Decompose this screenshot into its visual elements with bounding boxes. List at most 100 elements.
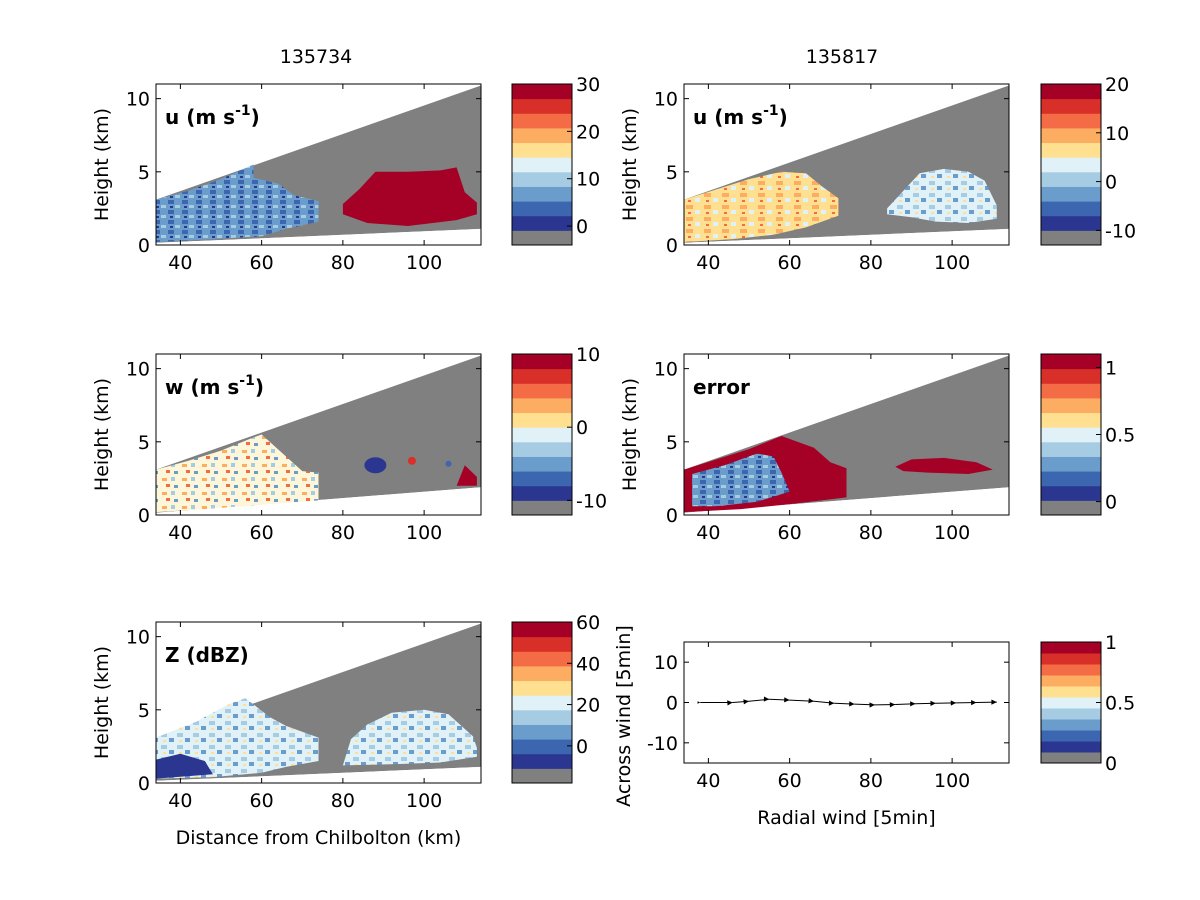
colorbar-swatch <box>512 471 572 487</box>
colorbar-swatch <box>1041 708 1101 720</box>
colorbar-tick-label: 20 <box>576 695 600 717</box>
y-tick-label: 10 <box>126 359 150 381</box>
wind-vector-head <box>763 696 770 702</box>
y-tick-label: 0 <box>666 505 678 527</box>
colorbar-swatch <box>1041 230 1101 246</box>
echo-region-right <box>887 168 997 223</box>
colorbar-swatch <box>1041 127 1101 144</box>
colorbar-swatch <box>1041 215 1101 231</box>
x-tick-label: 40 <box>168 522 192 544</box>
x-tick-label: 80 <box>331 252 355 274</box>
colorbar-swatch <box>512 768 572 784</box>
wind-vector-head <box>784 697 790 703</box>
colorbar-swatch <box>512 127 572 144</box>
axes-frame <box>155 621 482 784</box>
colorbar-swatch <box>512 622 572 638</box>
colorbar-swatch <box>512 397 572 414</box>
colorbar-tick-label: 0.5 <box>1105 693 1135 715</box>
colorbar-swatch <box>1041 471 1101 487</box>
colorbar-tick-label: 0 <box>576 216 588 238</box>
wind-vector-head <box>727 700 733 706</box>
colorbar-swatch <box>1041 397 1101 414</box>
x-tick-label: 100 <box>406 790 442 812</box>
x-tick-label: 60 <box>778 252 802 274</box>
colorbar-swatch <box>1041 441 1101 457</box>
colorbar-swatch <box>512 157 572 173</box>
colorbar-swatch <box>1041 383 1101 399</box>
y-tick-label: 5 <box>666 432 678 454</box>
colorbar-tick-label: 20 <box>576 121 600 143</box>
wind-vector-head <box>971 699 977 706</box>
y-tick-label: 10 <box>654 359 678 381</box>
colorbar-tick-label: 40 <box>576 653 600 675</box>
x-tick-label: 40 <box>696 252 720 274</box>
colorbar-swatch <box>512 485 572 501</box>
x-tick-label: 100 <box>934 770 970 792</box>
x-tick-label: 80 <box>331 522 355 544</box>
x-tick-label: 80 <box>331 790 355 812</box>
colorbar-tick-label: 0 <box>1105 172 1117 194</box>
colorbar-swatch <box>512 739 572 755</box>
colorbar-tick-label: 0 <box>1105 753 1117 775</box>
below-beam-mask <box>156 487 481 515</box>
wind-vector-head <box>808 698 814 704</box>
colorbar-frame <box>1040 83 1102 246</box>
panel-error-right: 40 60 80 100 0 5 10 Height (km) error 1 0.5 0 <box>619 353 1135 544</box>
y-axis-label: Across wind [5min] <box>613 625 635 807</box>
wind-vector-head <box>991 699 997 705</box>
colorbar-swatch <box>1041 697 1101 709</box>
colorbar-tick-label: 10 <box>576 344 600 366</box>
colorbar-swatch <box>1041 412 1101 428</box>
colorbar-swatch <box>512 412 572 428</box>
x-tick-label: 40 <box>168 790 192 812</box>
y-tick-label: 0 <box>666 693 678 715</box>
colorbar-swatch <box>1041 675 1101 687</box>
colorbar-swatch <box>512 113 572 129</box>
colorbar-swatch <box>512 651 572 667</box>
y-tick-label: 5 <box>138 162 150 184</box>
x-axis-label: Radial wind [5min] <box>757 807 935 829</box>
colorbar-swatch <box>512 665 572 682</box>
colorbar-swatch <box>1041 201 1101 217</box>
y-axis-label: Height (km) <box>619 108 641 221</box>
below-beam-mask <box>156 228 481 245</box>
colorbar-swatch <box>1041 730 1101 742</box>
echo-region-right <box>456 465 477 486</box>
y-tick-label: 0 <box>138 505 150 527</box>
colorbar-swatch <box>512 427 572 443</box>
x-tick-label: 80 <box>859 252 883 274</box>
colorbar-tick-label: 30 <box>576 74 600 96</box>
colorbar-tick-label: 1 <box>1105 632 1117 654</box>
wind-vector-head <box>910 701 916 707</box>
y-tick-label: 5 <box>138 700 150 722</box>
y-axis-label: Height (km) <box>91 646 113 759</box>
y-tick-label: 0 <box>666 235 678 257</box>
y-tick-label: 5 <box>666 162 678 184</box>
colorbar-swatch <box>1041 157 1101 173</box>
colorbar-swatch <box>1041 171 1101 187</box>
colorbar-tick-label: 0.5 <box>1105 425 1135 447</box>
colorbar-swatch <box>512 98 572 114</box>
colorbar-swatch <box>1041 500 1101 516</box>
x-tick-label: 80 <box>859 522 883 544</box>
x-tick-label: 80 <box>859 770 883 792</box>
echo-region-right <box>895 457 993 474</box>
colorbar-swatch <box>512 354 572 370</box>
echo-cell <box>364 457 387 474</box>
echo-cell <box>407 456 416 465</box>
y-tick-label: 0 <box>138 235 150 257</box>
x-tick-label: 60 <box>250 252 274 274</box>
colorbar-frame <box>511 621 573 784</box>
y-tick-label: -10 <box>647 733 678 755</box>
wind-vector-head <box>930 700 936 707</box>
below-beam-mask <box>684 228 1009 245</box>
colorbar-swatch <box>512 171 572 187</box>
wind-vector-head <box>697 701 701 704</box>
colorbar-swatch <box>512 84 572 100</box>
y-tick-label: 10 <box>126 627 150 649</box>
x-axis-label: Distance from Chilbolton (km) <box>176 827 462 849</box>
colorbar-swatch <box>512 636 572 652</box>
left-column-title: 135734 <box>279 46 353 68</box>
colorbar-tick-label: 0 <box>576 736 588 758</box>
